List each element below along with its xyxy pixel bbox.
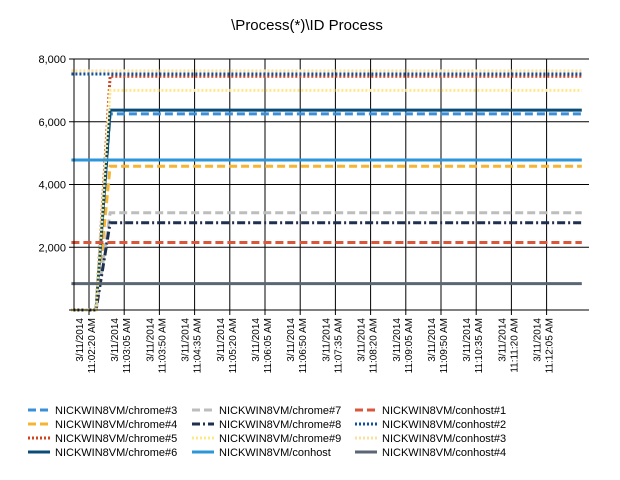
x-tick-date: 3/11/2014 <box>286 318 297 362</box>
legend-label: NICKWIN8VM/conhost#4 <box>382 447 506 459</box>
x-tick-time: 11:03:05 AM <box>122 318 133 373</box>
x-tick-labels: 3/11/2014 11:02:20 AM 3/11/2014 11:03:05 AM… <box>75 318 556 374</box>
x-tick-time: 11:04:35 AM <box>193 318 204 373</box>
x-tick-date: 3/11/2014 <box>251 318 262 362</box>
x-tick-time: 11:08:20 AM <box>369 318 380 373</box>
x-tick-time: 11:09:50 AM <box>439 318 450 373</box>
series-lines <box>71 69 582 312</box>
x-tick-time: 11:03:50 AM <box>157 318 168 373</box>
y-tick-labels: 2,000 4,000 6,000 8,000 <box>38 54 66 254</box>
x-tick-time: 11:10:35 AM <box>474 318 485 373</box>
x-tick-date: 3/11/2014 <box>427 318 438 362</box>
legend-label: NICKWIN8VM/conhost#3 <box>382 433 506 445</box>
legend-label: NICKWIN8VM/chrome#4 <box>55 419 177 431</box>
series-line <box>71 88 582 312</box>
series-line <box>71 164 582 312</box>
y-tick-label: 6,000 <box>38 117 66 129</box>
x-tick-date: 3/11/2014 <box>321 318 332 362</box>
series-line <box>71 108 582 312</box>
x-tick-date: 3/11/2014 <box>392 318 403 362</box>
x-tick-date: 3/11/2014 <box>216 318 227 362</box>
legend-label: NICKWIN8VM/conhost#1 <box>382 405 506 417</box>
legend: NICKWIN8VM/chrome#3 NICKWIN8VM/chrome#4 NI… <box>28 405 506 459</box>
legend-label: NICKWIN8VM/conhost#2 <box>382 419 506 431</box>
axes <box>69 58 589 315</box>
y-tick-label: 2,000 <box>38 242 66 254</box>
chart-title: \Process(*)\ID Process <box>231 17 383 34</box>
x-tick-time: 11:07:35 AM <box>333 318 344 373</box>
x-tick-time: 11:05:20 AM <box>228 318 239 373</box>
x-tick-time: 11:11:20 AM <box>509 318 520 373</box>
legend-label: NICKWIN8VM/chrome#3 <box>55 405 177 417</box>
x-tick-time: 11:02:20 AM <box>87 318 98 373</box>
series-line <box>71 211 582 312</box>
x-tick-date: 3/11/2014 <box>110 318 121 362</box>
legend-label: NICKWIN8VM/chrome#9 <box>219 433 341 445</box>
x-tick-date: 3/11/2014 <box>181 318 192 362</box>
legend-label: NICKWIN8VM/chrome#5 <box>55 433 177 445</box>
legend-label: NICKWIN8VM/chrome#7 <box>219 405 341 417</box>
x-tick-time: 11:06:05 AM <box>263 318 274 373</box>
x-tick-date: 3/11/2014 <box>497 318 508 362</box>
x-tick-date: 3/11/2014 <box>75 318 86 362</box>
x-tick-date: 3/11/2014 <box>145 318 156 362</box>
legend-label: NICKWIN8VM/chrome#6 <box>55 447 177 459</box>
legend-label: NICKWIN8VM/chrome#8 <box>219 419 341 431</box>
y-tick-label: 4,000 <box>38 180 66 192</box>
y-tick-label: 8,000 <box>38 54 66 66</box>
x-tick-date: 3/11/2014 <box>533 318 544 362</box>
x-tick-time: 11:06:50 AM <box>298 318 309 373</box>
legend-label: NICKWIN8VM/conhost <box>219 447 331 459</box>
series-line <box>71 221 582 312</box>
grid-lines <box>74 58 589 310</box>
x-tick-time: 11:09:05 AM <box>404 318 415 373</box>
x-tick-time: 11:12:05 AM <box>545 318 556 373</box>
x-tick-date: 3/11/2014 <box>357 318 368 362</box>
x-tick-date: 3/11/2014 <box>462 318 473 362</box>
